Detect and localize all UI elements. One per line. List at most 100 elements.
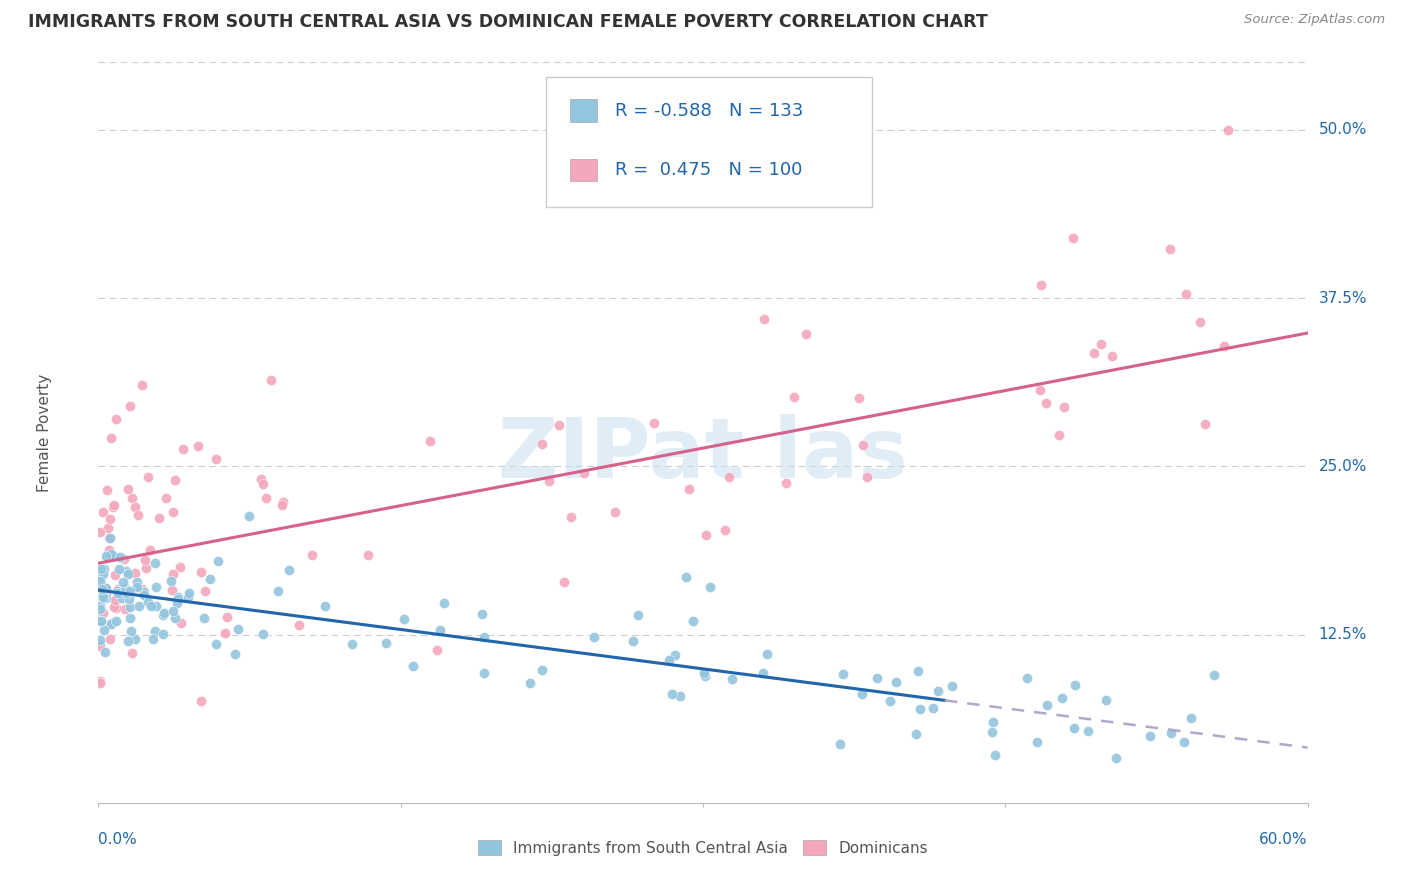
Point: [89, 599, 111, 613]
Point: [832, 667, 855, 681]
Point: [664, 648, 686, 663]
Point: [89, 613, 111, 627]
Point: [271, 495, 294, 509]
Point: [103, 499, 125, 513]
Point: [166, 591, 188, 605]
Point: [1159, 242, 1181, 256]
Point: [194, 583, 217, 598]
Point: [93, 580, 115, 594]
Point: [121, 646, 143, 660]
Point: [105, 600, 128, 615]
Point: [121, 491, 143, 505]
Point: [127, 580, 149, 594]
Point: [190, 566, 212, 580]
Point: [402, 659, 425, 673]
Point: [90, 614, 112, 628]
Point: [89, 602, 111, 616]
Point: [117, 634, 139, 648]
Point: [104, 593, 127, 607]
Point: [117, 482, 139, 496]
Point: [89, 673, 111, 688]
Point: [162, 567, 184, 582]
Point: [91, 606, 114, 620]
Point: [103, 549, 125, 564]
Point: [98, 511, 121, 525]
FancyBboxPatch shape: [546, 78, 872, 207]
Point: [97, 542, 120, 557]
Point: [89, 570, 111, 584]
Point: [101, 500, 124, 515]
Text: ZIPat las: ZIPat las: [498, 414, 908, 495]
Point: [1053, 400, 1076, 414]
Point: [1063, 721, 1085, 735]
Point: [90, 590, 112, 604]
Point: [266, 584, 288, 599]
Point: [145, 599, 167, 613]
Point: [90, 614, 112, 628]
Point: [93, 591, 115, 606]
Point: [1175, 286, 1198, 301]
Point: [105, 412, 128, 426]
Point: [89, 639, 111, 653]
Point: [627, 607, 650, 622]
Point: [89, 574, 111, 588]
Text: R = -0.588   N = 133: R = -0.588 N = 133: [616, 102, 804, 120]
Point: [782, 390, 804, 404]
Text: 0.0%: 0.0%: [98, 832, 138, 847]
Point: [214, 626, 236, 640]
Point: [375, 636, 398, 650]
Point: [693, 668, 716, 682]
Point: [128, 599, 150, 613]
Point: [96, 549, 118, 563]
Point: [127, 580, 149, 594]
Point: [162, 604, 184, 618]
Point: [125, 574, 148, 589]
Point: [115, 586, 138, 600]
Point: [138, 470, 160, 484]
Point: [675, 570, 697, 584]
Point: [848, 391, 870, 405]
Point: [100, 615, 122, 630]
Point: [472, 631, 495, 645]
Point: [193, 611, 215, 625]
Point: [96, 483, 118, 497]
Point: [754, 312, 776, 326]
Point: [866, 671, 889, 685]
Point: [288, 617, 311, 632]
Point: [114, 581, 136, 595]
Point: [118, 584, 141, 599]
Point: [153, 606, 176, 620]
Point: [583, 630, 606, 644]
Point: [112, 552, 135, 566]
Legend: Immigrants from South Central Asia, Dominicans: Immigrants from South Central Asia, Domi…: [472, 834, 934, 862]
Point: [142, 632, 165, 646]
Point: [152, 627, 174, 641]
Point: [252, 477, 274, 491]
Point: [217, 610, 239, 624]
Point: [301, 549, 323, 563]
Point: [695, 528, 717, 542]
Point: [250, 472, 273, 486]
Point: [94, 581, 117, 595]
Point: [433, 596, 456, 610]
Point: [922, 701, 945, 715]
Point: [1083, 346, 1105, 360]
Point: [852, 438, 875, 452]
Point: [224, 648, 246, 662]
Point: [1063, 678, 1085, 692]
Point: [103, 599, 125, 614]
Point: [238, 508, 260, 523]
Point: [429, 623, 451, 637]
Point: [131, 378, 153, 392]
Text: IMMIGRANTS FROM SOUTH CENTRAL ASIA VS DOMINICAN FEMALE POVERTY CORRELATION CHART: IMMIGRANTS FROM SOUTH CENTRAL ASIA VS DO…: [28, 13, 988, 31]
Point: [531, 663, 554, 677]
Point: [531, 436, 554, 450]
Point: [166, 596, 188, 610]
Point: [207, 554, 229, 568]
Point: [699, 580, 721, 594]
Point: [90, 566, 112, 581]
Point: [419, 434, 441, 449]
Point: [472, 665, 495, 680]
Point: [661, 687, 683, 701]
Point: [1062, 231, 1084, 245]
